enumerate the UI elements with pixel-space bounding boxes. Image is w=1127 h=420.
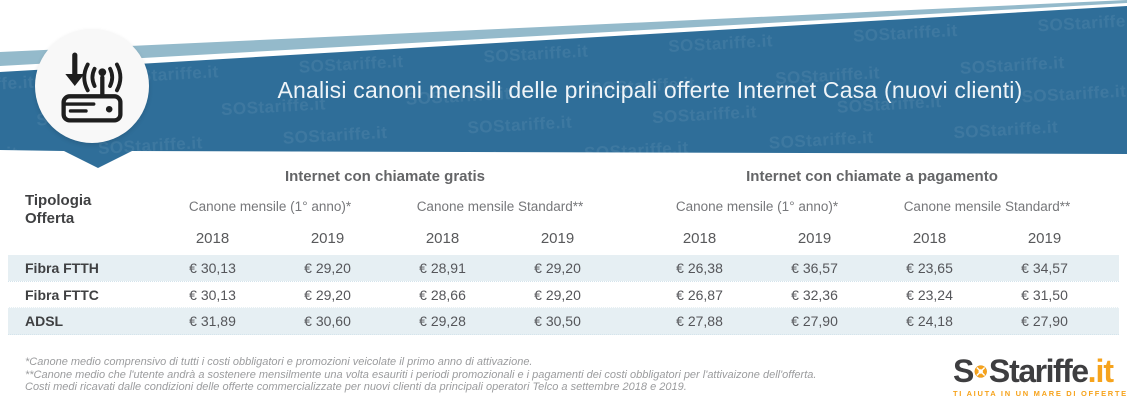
row-header-line2: Offerta <box>25 210 75 227</box>
cell-value: € 27,90 <box>1021 313 1068 329</box>
cell-value: € 34,57 <box>1021 260 1068 276</box>
table-row-fibra-ftth: Fibra FTTH € 30,13 € 29,20 € 28,91 € 29,… <box>8 255 1119 281</box>
cell-value: € 28,66 <box>419 287 466 303</box>
year-header: 2018 <box>682 229 717 247</box>
row-header-tipologia-offerta: Tipologia Offerta <box>25 192 91 228</box>
year-header: 2018 <box>195 229 230 247</box>
cell-value: € 30,60 <box>304 313 351 329</box>
table-group-header-row: Internet con chiamate gratis Internet co… <box>8 166 1119 186</box>
logo-letter-s: S <box>953 353 974 389</box>
cell-value: € 29,20 <box>534 287 581 303</box>
table-row-adsl: ADSL € 31,89 € 30,60 € 29,28 € 30,50 € 2… <box>8 307 1119 335</box>
row-label: Fibra FTTC <box>25 287 99 303</box>
table-subheader-row: Canone mensile (1° anno)* Canone mensile… <box>8 197 1119 215</box>
svg-text:SOStariffe.it: SOStariffe.it <box>1037 11 1127 36</box>
svg-text:SOStariffe.it: SOStariffe.it <box>0 144 19 169</box>
subheader-canone-primo-anno-gratis: Canone mensile (1° anno)* <box>188 198 352 214</box>
subheader-canone-standard-pagamento: Canone mensile Standard** <box>903 198 1071 214</box>
cell-value: € 24,18 <box>906 313 953 329</box>
row-label: Fibra FTTH <box>25 260 99 276</box>
cell-value: € 26,38 <box>676 260 723 276</box>
cell-value: € 31,50 <box>1021 287 1068 303</box>
cell-value: € 32,36 <box>791 287 838 303</box>
group-header-chiamate-pagamento: Internet con chiamate a pagamento <box>746 167 998 185</box>
cell-value: € 26,87 <box>676 287 723 303</box>
cell-value: € 23,65 <box>906 260 953 276</box>
footnotes: *Canone medio comprensivo di tutti i cos… <box>25 356 816 394</box>
group-header-chiamate-gratis: Internet con chiamate gratis <box>284 167 486 185</box>
cell-value: € 29,20 <box>304 260 351 276</box>
cell-value: € 30,13 <box>189 287 236 303</box>
year-header: 2019 <box>310 229 345 247</box>
cell-value: € 29,20 <box>534 260 581 276</box>
cell-value: € 30,13 <box>189 260 236 276</box>
banner-shape <box>0 6 1127 168</box>
cell-value: € 31,89 <box>189 313 236 329</box>
cell-value: € 29,20 <box>304 287 351 303</box>
life-preserver-icon <box>974 364 988 378</box>
header-banner: SOStariffe.it SOStariffe.it SOStariffe.it S… <box>0 0 1127 169</box>
year-header: 2019 <box>1027 229 1062 247</box>
logo-word-tariffe: tariffe <box>1009 353 1089 389</box>
year-header: 2019 <box>797 229 832 247</box>
logo-tagline: TI AIUTA IN UN MARE DI OFFERTE <box>953 389 1127 398</box>
stripe-accent <box>0 0 1127 66</box>
cell-value: € 30,50 <box>534 313 581 329</box>
cell-value: € 23,24 <box>906 287 953 303</box>
cell-value: € 29,28 <box>419 313 466 329</box>
row-header-line1: Tipologia <box>25 192 92 209</box>
cell-value: € 27,90 <box>791 313 838 329</box>
logo-word-it: .it <box>1087 353 1114 389</box>
footnote-line: **Canone medio che l'utente andrà a sost… <box>25 368 817 381</box>
cell-value: € 36,57 <box>791 260 838 276</box>
row-label: ADSL <box>25 313 64 329</box>
modem-router-icon <box>61 52 123 123</box>
cell-value: € 27,88 <box>676 313 723 329</box>
year-header: 2018 <box>425 229 460 247</box>
logo-letter-s: S <box>988 353 1010 389</box>
subheader-canone-primo-anno-pagamento: Canone mensile (1° anno)* <box>675 198 839 214</box>
footnote-line: *Canone medio comprensivo di tutti i cos… <box>25 356 533 368</box>
footnote-line: Costi medi ricavati dalle condizioni del… <box>25 381 687 393</box>
table-year-header-row: 2018 2019 2018 2019 2018 2019 2018 2019 <box>8 228 1119 248</box>
subheader-canone-standard-gratis: Canone mensile Standard** <box>416 198 584 214</box>
modem-icon-badge <box>35 29 149 143</box>
year-header: 2019 <box>540 229 575 247</box>
cell-value: € 28,91 <box>419 260 466 276</box>
year-header: 2018 <box>912 229 947 247</box>
page-title: Analisi canoni mensili delle principali … <box>277 77 1023 103</box>
table-row-fibra-fttc: Fibra FTTC € 30,13 € 29,20 € 28,66 € 29,… <box>8 281 1119 308</box>
